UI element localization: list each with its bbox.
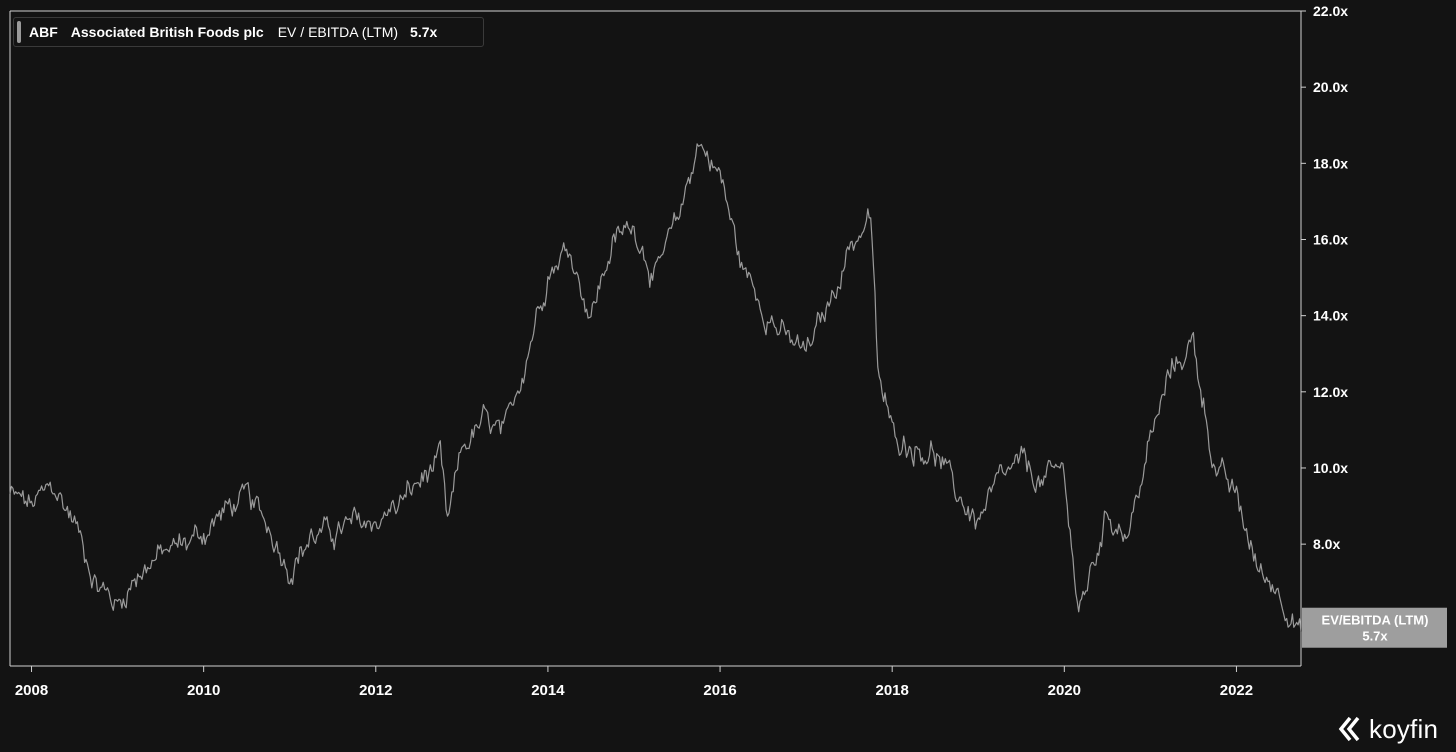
y-tick-label: 12.0x [1313, 384, 1348, 400]
legend-company-name: Associated British Foods plc [70, 24, 264, 40]
legend-series-swatch [17, 21, 21, 43]
legend-metric-value: 5.7x [410, 24, 438, 40]
series-line-ev-ebitda [9, 143, 1302, 632]
chart-axes [9, 10, 1302, 667]
y-tick-label: 20.0x [1313, 79, 1348, 95]
x-tick-label: 2018 [875, 682, 908, 699]
x-tick-label: 2012 [359, 682, 392, 699]
x-tick-label: 2014 [531, 682, 565, 699]
chart-series-layer [9, 143, 1302, 632]
y-tick-label: 22.0x [1313, 3, 1348, 19]
current-value-label-title: EV/EBITDA (LTM) [1322, 613, 1429, 628]
legend-ticker: ABF [29, 24, 58, 40]
koyfin-logo-icon [1338, 716, 1360, 742]
current-value-label-value: 5.7x [1362, 629, 1388, 644]
legend-metric-name: EV / EBITDA (LTM) [277, 24, 399, 40]
y-tick-label: 18.0x [1313, 155, 1348, 171]
x-tick-label: 2008 [15, 682, 48, 699]
chart-ticks: 8.0x 10.0x 12.0x 14.0x 16.0x 18.0x 20.0x 22.0x 2… [15, 3, 1348, 699]
koyfin-logo[interactable]: koyfin [1338, 712, 1438, 746]
y-tick-label: 14.0x [1313, 308, 1348, 324]
x-tick-label: 2020 [1048, 682, 1081, 699]
y-tick-label: 8.0x [1313, 536, 1340, 552]
x-tick-label: 2016 [703, 682, 736, 699]
koyfin-logo-text: koyfin [1369, 713, 1439, 744]
current-value-label-box [1302, 607, 1447, 648]
x-tick-label: 2022 [1220, 682, 1253, 699]
x-tick-label: 2010 [187, 682, 220, 699]
current-value-label-layer: EV/EBITDA (LTM)5.7x [1302, 607, 1447, 648]
chart-legend[interactable]: ABF Associated British Foods plc EV / EB… [13, 17, 484, 47]
y-tick-label: 10.0x [1313, 460, 1348, 476]
y-tick-label: 16.0x [1313, 231, 1348, 247]
